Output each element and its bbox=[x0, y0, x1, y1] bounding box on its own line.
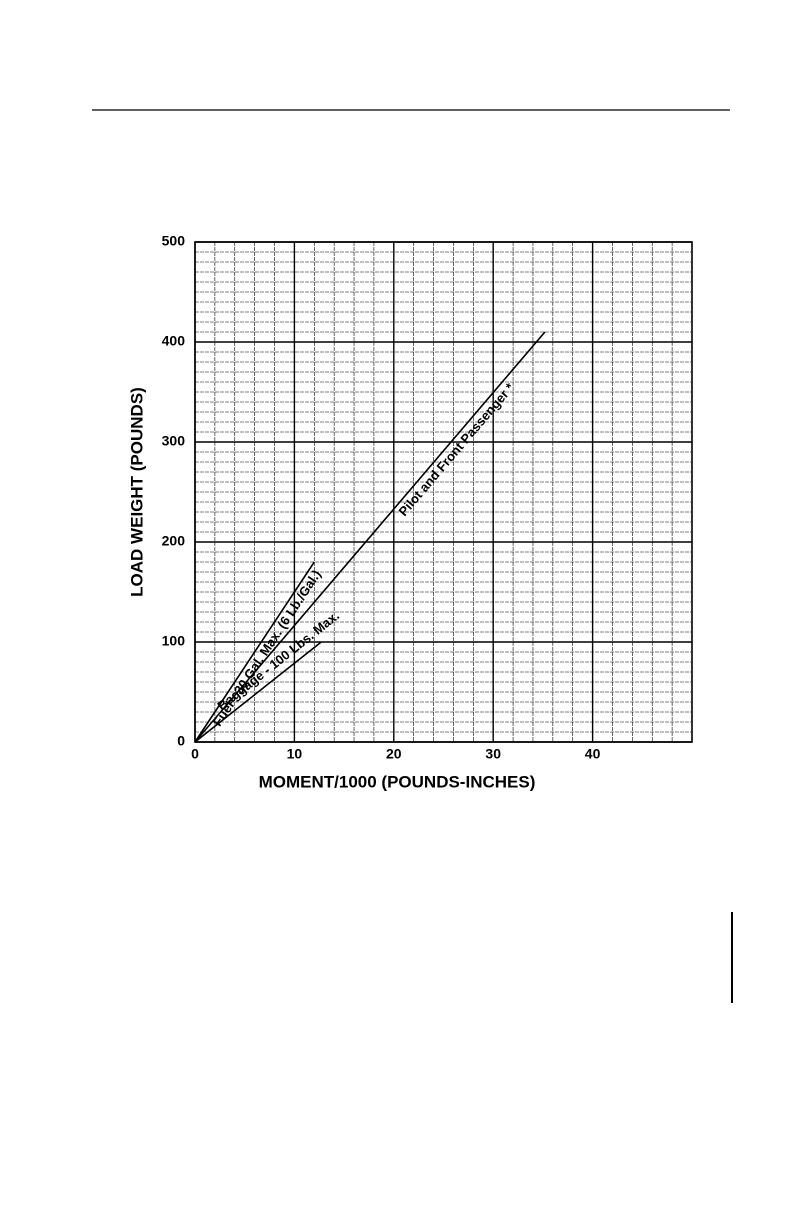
y-axis-title: LOAD WEIGHT (POUNDS) bbox=[127, 387, 146, 597]
series-line bbox=[194, 331, 546, 743]
x-tick-label: 0 bbox=[191, 746, 199, 762]
y-tick-label: 200 bbox=[162, 533, 186, 549]
y-tick-label: 300 bbox=[162, 433, 186, 449]
x-tick-label: 20 bbox=[386, 746, 402, 762]
series-line bbox=[194, 561, 315, 743]
x-tick-label: 40 bbox=[585, 746, 601, 762]
series-line bbox=[194, 641, 322, 743]
x-axis-title: MOMENT/1000 (POUNDS-INCHES) bbox=[259, 772, 536, 791]
y-tick-label: 0 bbox=[177, 733, 185, 749]
y-tick-label: 100 bbox=[162, 633, 186, 649]
y-tick-label: 400 bbox=[162, 333, 186, 349]
x-tick-label: 30 bbox=[485, 746, 501, 762]
y-tick-label: 500 bbox=[162, 233, 186, 249]
x-tick-label: 10 bbox=[287, 746, 303, 762]
plot-frame bbox=[194, 241, 693, 743]
